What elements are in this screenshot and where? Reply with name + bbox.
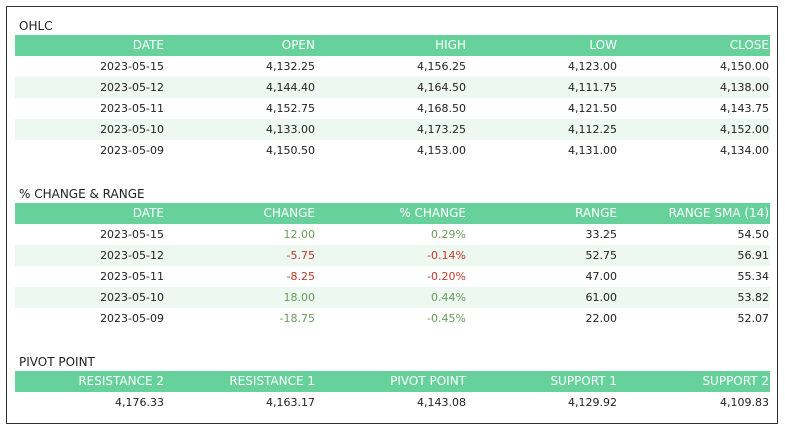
ohlc-date: 2023-05-12 bbox=[15, 77, 165, 98]
resistance-1-value: 4,163.17 bbox=[266, 396, 315, 409]
table-row: 2023-05-15 12.00 0.29% 33.25 54.50 bbox=[15, 224, 770, 245]
ohlc-high: 4,164.50 bbox=[316, 77, 467, 98]
change-range-section: % CHANGE & RANGE DATE CHANGE % CHANGE RA… bbox=[15, 185, 770, 329]
ohlc-high: 4,153.00 bbox=[417, 144, 466, 157]
range-sma-value: 56.91 bbox=[618, 245, 770, 266]
ohlc-low: 4,131.00 bbox=[568, 144, 617, 157]
ohlc-open: 4,132.25 bbox=[266, 60, 315, 73]
change-header-change: CHANGE bbox=[165, 203, 316, 224]
ohlc-table: DATE OPEN HIGH LOW CLOSE 2023-05-15 4,13… bbox=[15, 35, 770, 161]
ohlc-open: 4,144.40 bbox=[165, 77, 316, 98]
range-sma-value: 53.82 bbox=[618, 287, 770, 308]
pct-change-value: 0.29% bbox=[431, 228, 466, 241]
table-row: 2023-05-11 -8.25 -0.20% 47.00 55.34 bbox=[15, 266, 770, 287]
ohlc-date: 2023-05-15 bbox=[100, 60, 164, 73]
change-range-title: % CHANGE & RANGE bbox=[19, 187, 145, 201]
ohlc-header-open: OPEN bbox=[165, 35, 316, 56]
ohlc-header-date: DATE bbox=[15, 35, 165, 56]
table-row: 2023-05-12 -5.75 -0.14% 52.75 56.91 bbox=[15, 245, 770, 266]
change-date: 2023-05-09 bbox=[100, 312, 164, 325]
change-date: 2023-05-11 bbox=[100, 270, 164, 283]
ohlc-high: 4,156.25 bbox=[417, 60, 466, 73]
table-row: 4,176.33 4,163.17 4,143.08 4,129.92 4,10… bbox=[15, 392, 770, 413]
pct-change-value: -0.45% bbox=[427, 312, 466, 325]
ohlc-header-low: LOW bbox=[467, 35, 618, 56]
pivot-header-support-1: SUPPORT 1 bbox=[467, 371, 618, 392]
pct-change-value: 0.44% bbox=[316, 287, 467, 308]
table-row: 2023-05-15 4,132.25 4,156.25 4,123.00 4,… bbox=[15, 56, 770, 77]
ohlc-header-row: DATE OPEN HIGH LOW CLOSE bbox=[15, 35, 770, 56]
ohlc-close: 4,150.00 bbox=[720, 60, 769, 73]
report-panel: OHLC DATE OPEN HIGH LOW CLOSE 2023-05-15… bbox=[6, 6, 778, 424]
ohlc-open: 4,133.00 bbox=[165, 119, 316, 140]
ohlc-low: 4,121.50 bbox=[568, 102, 617, 115]
change-date: 2023-05-12 bbox=[15, 245, 165, 266]
ohlc-header-high: HIGH bbox=[316, 35, 467, 56]
ohlc-low: 4,111.75 bbox=[467, 77, 618, 98]
ohlc-title: OHLC bbox=[19, 19, 53, 33]
change-date: 2023-05-15 bbox=[100, 228, 164, 241]
range-value: 22.00 bbox=[585, 312, 618, 325]
change-header-range: RANGE bbox=[467, 203, 618, 224]
range-value: 47.00 bbox=[585, 270, 618, 283]
table-row: 2023-05-11 4,152.75 4,168.50 4,121.50 4,… bbox=[15, 98, 770, 119]
pivot-header-support-2: SUPPORT 2 bbox=[618, 371, 770, 392]
ohlc-high: 4,173.25 bbox=[316, 119, 467, 140]
ohlc-date: 2023-05-11 bbox=[100, 102, 164, 115]
ohlc-high: 4,168.50 bbox=[417, 102, 466, 115]
change-header-date: DATE bbox=[15, 203, 165, 224]
table-row: 2023-05-09 -18.75 -0.45% 22.00 52.07 bbox=[15, 308, 770, 329]
ohlc-close: 4,152.00 bbox=[618, 119, 770, 140]
range-value: 52.75 bbox=[467, 245, 618, 266]
change-date: 2023-05-10 bbox=[15, 287, 165, 308]
change-header-pct-change: % CHANGE bbox=[316, 203, 467, 224]
ohlc-date: 2023-05-09 bbox=[100, 144, 164, 157]
pivot-header-resistance-2: RESISTANCE 2 bbox=[15, 371, 165, 392]
pivot-point-value: 4,143.08 bbox=[417, 396, 466, 409]
table-row: 2023-05-09 4,150.50 4,153.00 4,131.00 4,… bbox=[15, 140, 770, 161]
ohlc-section: OHLC DATE OPEN HIGH LOW CLOSE 2023-05-15… bbox=[15, 17, 770, 161]
change-value: -18.75 bbox=[279, 312, 315, 325]
change-value: 18.00 bbox=[165, 287, 316, 308]
change-value: -8.25 bbox=[286, 270, 315, 283]
pivot-table: RESISTANCE 2 RESISTANCE 1 PIVOT POINT SU… bbox=[15, 371, 770, 413]
pivot-header-pivot-point: PIVOT POINT bbox=[316, 371, 467, 392]
support-2-value: 4,109.83 bbox=[720, 396, 769, 409]
change-header-range-sma: RANGE SMA (14) bbox=[618, 203, 770, 224]
change-range-header-row: DATE CHANGE % CHANGE RANGE RANGE SMA (14… bbox=[15, 203, 770, 224]
table-row: 2023-05-10 4,133.00 4,173.25 4,112.25 4,… bbox=[15, 119, 770, 140]
range-sma-value: 54.50 bbox=[737, 228, 770, 241]
range-value: 61.00 bbox=[467, 287, 618, 308]
range-sma-value: 55.34 bbox=[737, 270, 770, 283]
ohlc-close: 4,143.75 bbox=[720, 102, 769, 115]
ohlc-date: 2023-05-10 bbox=[15, 119, 165, 140]
ohlc-open: 4,152.75 bbox=[266, 102, 315, 115]
resistance-2-value: 4,176.33 bbox=[115, 396, 164, 409]
range-value: 33.25 bbox=[585, 228, 618, 241]
ohlc-close: 4,138.00 bbox=[618, 77, 770, 98]
ohlc-header-close: CLOSE bbox=[618, 35, 770, 56]
ohlc-low: 4,123.00 bbox=[568, 60, 617, 73]
ohlc-close: 4,134.00 bbox=[720, 144, 769, 157]
table-row: 2023-05-12 4,144.40 4,164.50 4,111.75 4,… bbox=[15, 77, 770, 98]
change-value: -5.75 bbox=[165, 245, 316, 266]
pivot-header-row: RESISTANCE 2 RESISTANCE 1 PIVOT POINT SU… bbox=[15, 371, 770, 392]
ohlc-low: 4,112.25 bbox=[467, 119, 618, 140]
change-value: 12.00 bbox=[283, 228, 316, 241]
pct-change-value: -0.20% bbox=[427, 270, 466, 283]
support-1-value: 4,129.92 bbox=[568, 396, 617, 409]
change-range-table: DATE CHANGE % CHANGE RANGE RANGE SMA (14… bbox=[15, 203, 770, 329]
pct-change-value: -0.14% bbox=[316, 245, 467, 266]
pivot-header-resistance-1: RESISTANCE 1 bbox=[165, 371, 316, 392]
pivot-title: PIVOT POINT bbox=[19, 355, 95, 369]
ohlc-open: 4,150.50 bbox=[266, 144, 315, 157]
table-row: 2023-05-10 18.00 0.44% 61.00 53.82 bbox=[15, 287, 770, 308]
pivot-section: PIVOT POINT RESISTANCE 2 RESISTANCE 1 PI… bbox=[15, 353, 770, 413]
range-sma-value: 52.07 bbox=[737, 312, 770, 325]
